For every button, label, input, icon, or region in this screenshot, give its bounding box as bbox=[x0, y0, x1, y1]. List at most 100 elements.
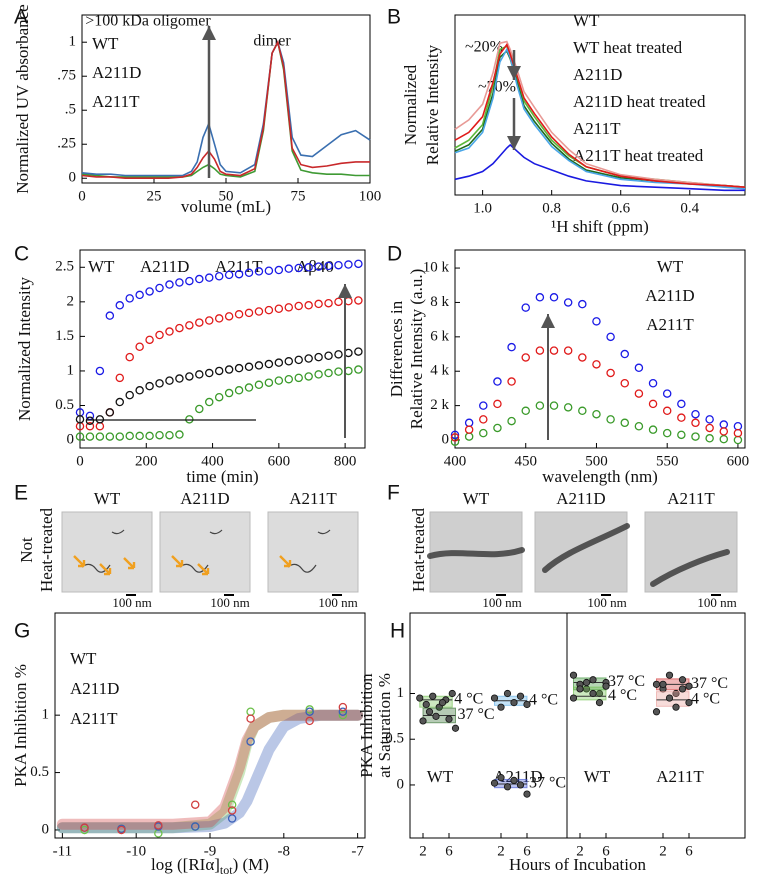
data-point bbox=[549, 346, 559, 355]
data-point bbox=[246, 737, 255, 746]
data-point bbox=[175, 323, 184, 333]
panel-letter: D bbox=[387, 243, 402, 266]
data-point bbox=[165, 327, 174, 336]
data-point bbox=[429, 692, 437, 700]
x-tick-label: 550 bbox=[656, 453, 679, 469]
y-tick-label: 0 bbox=[69, 170, 77, 186]
fit-band bbox=[56, 709, 364, 834]
data-point bbox=[264, 359, 274, 369]
data-point bbox=[204, 368, 214, 378]
box-label: 4 °C bbox=[691, 691, 720, 708]
data-point bbox=[595, 699, 604, 707]
box-label: 4 °C bbox=[608, 687, 637, 704]
data-point bbox=[125, 390, 134, 400]
data-point bbox=[227, 806, 237, 815]
data-point bbox=[705, 434, 714, 443]
data-point bbox=[606, 415, 615, 424]
x-axis-label: log ([RIα]tot) (M) bbox=[151, 855, 269, 877]
arrow-head bbox=[507, 66, 521, 80]
legend-entry: A211T bbox=[70, 709, 118, 728]
x-tick-label: 50 bbox=[219, 188, 234, 204]
data-point bbox=[665, 694, 674, 702]
data-point bbox=[264, 378, 274, 387]
data-point bbox=[451, 724, 460, 732]
y-tick-label: 2 bbox=[67, 293, 75, 309]
data-point bbox=[115, 397, 125, 407]
x-tick-label: 2 bbox=[576, 843, 584, 859]
data-point bbox=[75, 415, 85, 424]
y-tick-label: 4 k bbox=[430, 363, 449, 379]
data-point bbox=[416, 694, 424, 702]
data-point bbox=[125, 352, 134, 362]
data-point bbox=[516, 781, 525, 789]
data-point bbox=[75, 432, 85, 441]
data-point bbox=[634, 363, 644, 373]
data-point bbox=[592, 409, 601, 419]
data-point bbox=[450, 433, 460, 442]
plot-frame bbox=[454, 14, 746, 196]
data-point bbox=[246, 707, 255, 716]
group-label: A211T bbox=[656, 767, 704, 786]
data-point bbox=[450, 430, 460, 440]
legend-entry: A211T bbox=[646, 315, 694, 334]
data-point bbox=[95, 415, 105, 424]
data-point bbox=[549, 401, 559, 410]
data-point bbox=[274, 376, 284, 385]
data-point bbox=[80, 825, 89, 835]
x-tick-label: 2 bbox=[419, 843, 427, 859]
image-label: A211D bbox=[556, 489, 605, 508]
legend-entry: WT bbox=[573, 11, 600, 30]
data-point bbox=[214, 272, 224, 281]
data-point bbox=[507, 342, 516, 352]
data-point bbox=[155, 430, 164, 440]
data-point bbox=[578, 353, 587, 362]
data-point bbox=[314, 352, 323, 362]
data-point bbox=[490, 694, 499, 702]
data-point bbox=[155, 283, 164, 293]
plot-frame bbox=[454, 249, 746, 449]
x-axis-label: time (min) bbox=[186, 467, 258, 486]
legend-entry: A211T heat treated bbox=[573, 146, 704, 165]
data-point bbox=[652, 708, 661, 716]
data-point bbox=[185, 415, 194, 424]
legend-entry: A211T bbox=[573, 119, 621, 138]
x-tick-label: 0.4 bbox=[680, 200, 699, 216]
data-point bbox=[634, 389, 644, 398]
data-point bbox=[691, 418, 700, 428]
data-point bbox=[234, 386, 244, 395]
x-tick-label: 800 bbox=[334, 453, 357, 469]
data-point bbox=[314, 299, 323, 309]
legend-entry: A211T bbox=[215, 257, 263, 276]
data-point bbox=[165, 280, 174, 289]
box-label: 37 °C bbox=[529, 775, 566, 792]
panel-letter: H bbox=[390, 620, 405, 643]
data-point bbox=[578, 299, 587, 309]
data-point bbox=[582, 678, 591, 687]
x-axis-label-part: tot bbox=[220, 863, 233, 877]
x-tick-label: 600 bbox=[268, 453, 291, 469]
side-label: Not bbox=[17, 537, 36, 563]
data-point bbox=[705, 415, 714, 424]
data-point bbox=[85, 421, 95, 431]
data-point bbox=[516, 692, 525, 700]
data-point bbox=[549, 293, 559, 302]
data-point bbox=[304, 301, 313, 310]
y-tick-label: 6 k bbox=[430, 328, 449, 344]
data-point bbox=[224, 388, 234, 398]
data-point bbox=[620, 379, 630, 388]
data-point bbox=[234, 363, 244, 373]
data-point bbox=[185, 276, 194, 286]
side-label: Heat-treated bbox=[37, 508, 56, 592]
arrow-head bbox=[338, 284, 352, 298]
box-label: 37 °C bbox=[608, 673, 645, 690]
data-point bbox=[214, 314, 224, 323]
data-point bbox=[190, 822, 200, 831]
data-point bbox=[85, 416, 95, 425]
fibril bbox=[427, 547, 525, 559]
x-tick-label: 600 bbox=[727, 453, 750, 469]
box-label: 37 °C bbox=[691, 675, 728, 692]
arrow-head bbox=[507, 136, 521, 150]
data-point bbox=[105, 432, 115, 441]
panel-letter: G bbox=[14, 620, 30, 643]
annotation: ~20% bbox=[465, 39, 503, 56]
